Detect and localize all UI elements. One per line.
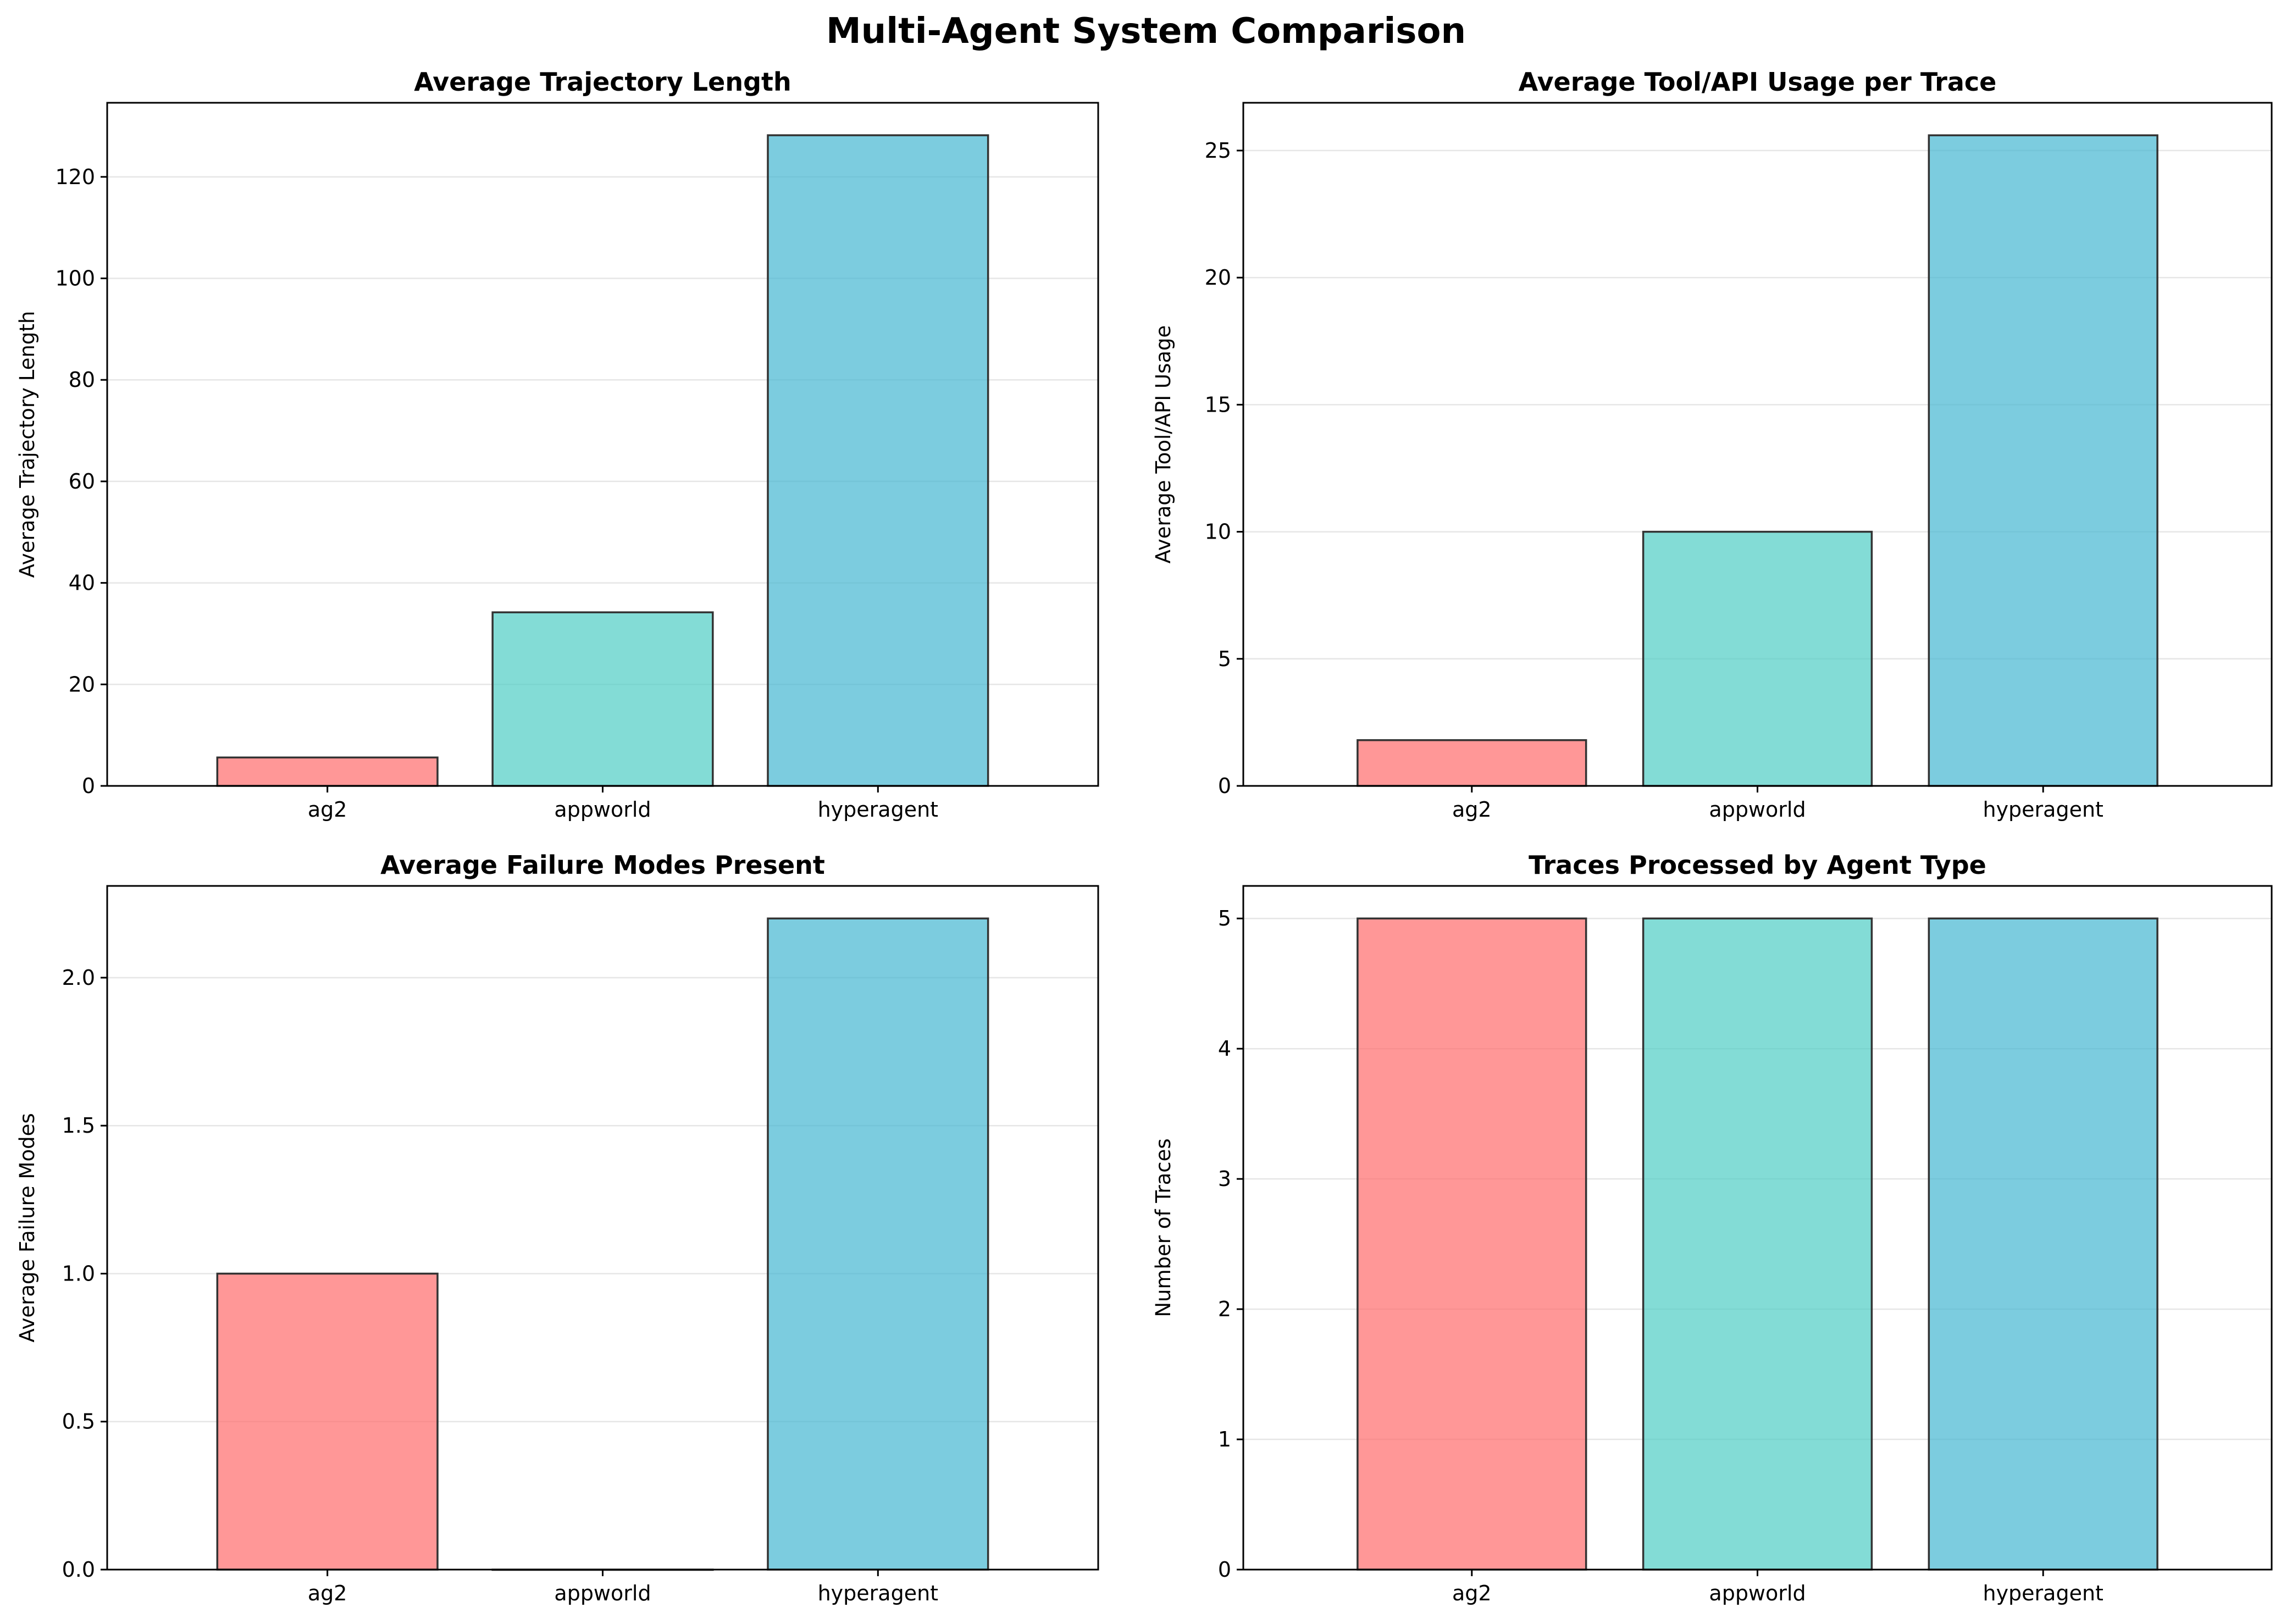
tool-usage-ylabel: Average Tool/API Usage: [1151, 325, 1175, 564]
failure-modes-xtick-label: ag2: [308, 1581, 347, 1605]
traces-processed-ytick-label: 0: [1218, 1558, 1231, 1582]
traces-processed-bar-appworld: [1642, 917, 1873, 1571]
failure-modes-bar-hyperagent: [767, 917, 989, 1571]
traces-processed-bar-ag2: [1357, 917, 1587, 1571]
trajectory-length-ytick-label: 40: [69, 571, 95, 595]
failure-modes-ylabel: Average Failure Modes: [15, 1113, 39, 1342]
trajectory-length-bar-hyperagent: [767, 134, 989, 787]
failure-modes-ytick-label: 0.5: [62, 1410, 95, 1434]
traces-processed-ytick-label: 3: [1218, 1167, 1231, 1191]
trajectory-length-ytick-label: 20: [69, 672, 95, 696]
traces-processed-xtick-label: appworld: [1709, 1581, 1806, 1605]
trajectory-length-panel: 0 20 40 60 80 100 120 ag2 appworld hyperagent Aver…: [15, 67, 1099, 822]
traces-processed-xtick-label: ag2: [1452, 1581, 1492, 1605]
trajectory-length-xtick-label: ag2: [308, 797, 347, 822]
traces-processed-title: Traces Processed by Agent Type: [1529, 850, 1986, 880]
tool-usage-ytick-label: 10: [1205, 520, 1231, 544]
trajectory-length-ylabel: Average Trajectory Length: [15, 311, 39, 578]
trajectory-length-ytick-label: 80: [69, 368, 95, 392]
failure-modes-ytick-label: 1.0: [62, 1261, 95, 1285]
traces-processed-xtick-label: hyperagent: [1983, 1581, 2103, 1605]
tool-usage-bar-ag2: [1357, 739, 1587, 787]
failure-modes-xtick-label: appworld: [554, 1581, 651, 1605]
failure-modes-ytick-label: 2.0: [62, 966, 95, 990]
traces-processed-ytick-label: 5: [1218, 906, 1231, 930]
tool-usage-bar-hyperagent: [1928, 134, 2158, 787]
tool-usage-ytick-label: 15: [1205, 392, 1231, 417]
trajectory-length-ytick-label: 100: [55, 267, 95, 291]
trajectory-length-bar-appworld: [491, 611, 714, 787]
traces-processed-panel: 0 1 2 3 4 5 ag2 appworld hyperagent Traces Proces…: [1151, 850, 2273, 1605]
trajectory-length-title: Average Trajectory Length: [414, 67, 791, 97]
tool-usage-xtick-label: hyperagent: [1983, 797, 2103, 822]
figure-title: Multi-Agent System Comparison: [826, 11, 1466, 52]
traces-processed-bar-hyperagent: [1928, 917, 2158, 1571]
tool-usage-ytick-label: 20: [1205, 265, 1231, 290]
trajectory-length-ytick-label: 0: [82, 774, 95, 798]
failure-modes-xtick-label: hyperagent: [818, 1581, 938, 1605]
tool-usage-ytick-label: 25: [1205, 138, 1231, 163]
failure-modes-bar-ag2: [216, 1272, 439, 1571]
failure-modes-ytick-label: 0.0: [62, 1558, 95, 1582]
trajectory-length-xtick-label: appworld: [554, 797, 651, 822]
trajectory-length-xtick-label: hyperagent: [818, 797, 938, 822]
failure-modes-title: Average Failure Modes Present: [380, 850, 825, 880]
traces-processed-ytick-label: 2: [1218, 1297, 1231, 1321]
tool-usage-bar-appworld: [1642, 530, 1873, 787]
tool-usage-ytick-label: 5: [1218, 647, 1231, 671]
trajectory-length-ytick-label: 60: [69, 469, 95, 494]
tool-usage-ytick-label: 0: [1218, 774, 1231, 798]
failure-modes-panel: 0.0 0.5 1.0 1.5 2.0 ag2 appworld hyperagent Aver…: [15, 850, 1099, 1605]
tool-usage-title: Average Tool/API Usage per Trace: [1519, 67, 1997, 97]
tool-usage-panel: 0 5 10 15 20 25 ag2 appworld hyperagent Average T…: [1151, 67, 2273, 822]
traces-processed-ytick-label: 1: [1218, 1427, 1231, 1451]
traces-processed-ylabel: Number of Traces: [1151, 1138, 1175, 1317]
failure-modes-ytick-label: 1.5: [62, 1113, 95, 1138]
tool-usage-xtick-label: ag2: [1452, 797, 1492, 822]
trajectory-length-bar-ag2: [216, 756, 439, 787]
tool-usage-xtick-label: appworld: [1709, 797, 1806, 822]
traces-processed-ytick-label: 4: [1218, 1037, 1231, 1061]
trajectory-length-ytick-label: 120: [55, 165, 95, 189]
